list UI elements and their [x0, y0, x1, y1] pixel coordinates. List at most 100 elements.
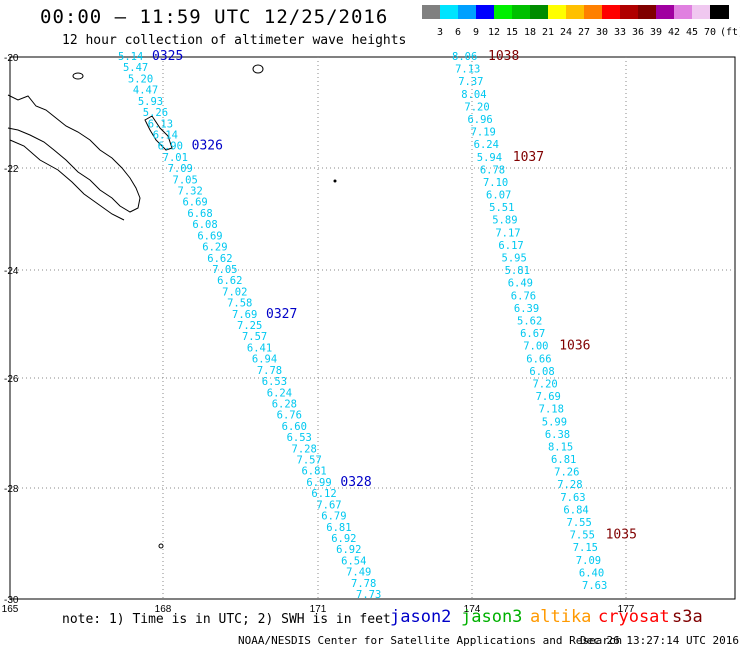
- swh-label: 6.08: [192, 219, 217, 231]
- swh-label: 5.47: [123, 62, 148, 74]
- swh-label: 7.63: [582, 580, 607, 592]
- swh-label: 6.84: [563, 504, 588, 516]
- time-label: 1036: [559, 339, 590, 354]
- swh-label: 6.76: [511, 290, 536, 302]
- swh-label: 6.14: [153, 129, 178, 141]
- legend-tick: 9: [472, 27, 480, 38]
- time-label: 0325: [152, 49, 183, 64]
- legend-tick: 21: [541, 27, 555, 38]
- swh-label: 6.90: [158, 141, 183, 153]
- swh-label: 8.06: [452, 51, 477, 63]
- time-label: 0326: [192, 139, 223, 154]
- legend-tick: 39: [649, 27, 663, 38]
- swh-label: 7.78: [257, 365, 282, 377]
- map-grid: 165 168 171 174 177 -20 -22 -24 -26 -28 -30: [2, 53, 736, 615]
- swh-label: 6.68: [187, 208, 212, 220]
- swh-label: 7.57: [297, 455, 322, 467]
- swh-label: 5.62: [517, 316, 542, 328]
- swh-label: 7.19: [471, 127, 496, 139]
- swh-label: 7.20: [532, 378, 557, 390]
- swh-label: 6.24: [267, 387, 292, 399]
- footer-note: note: 1) Time is in UTC; 2) SWH is in fe…: [62, 612, 391, 627]
- lon-tick: 168: [155, 604, 172, 615]
- swh-label: 7.69: [536, 391, 561, 403]
- legend-tick: 42: [667, 27, 681, 38]
- legend-tick: 30: [595, 27, 609, 38]
- legend-tick: 70: [703, 27, 717, 38]
- legend-tick: 45: [685, 27, 699, 38]
- swh-label: 6.81: [326, 522, 351, 534]
- time-label: 0328: [340, 475, 371, 490]
- coastline: [7, 64, 337, 549]
- swh-label: 6.79: [321, 511, 346, 523]
- swh-label: 7.02: [222, 286, 247, 298]
- swh-label: 6.66: [526, 353, 551, 365]
- swh-label: 7.63: [560, 492, 585, 504]
- legend-tick: 12: [487, 27, 501, 38]
- legend-swatch: [566, 5, 585, 19]
- lon-tick: 177: [618, 604, 635, 615]
- legend-swatch: [674, 5, 693, 19]
- legend-tick: 6: [454, 27, 462, 38]
- legend-swatch: [512, 5, 531, 19]
- swh-label: 6.53: [262, 376, 287, 388]
- swh-label: 5.99: [542, 416, 567, 428]
- legend-tick: 3: [436, 27, 444, 38]
- swh-label: 6.94: [252, 354, 277, 366]
- mission-altika: altika: [530, 607, 592, 627]
- swh-label: 6.54: [341, 555, 366, 567]
- new-caledonia-coast: [7, 94, 173, 221]
- time-label: 1035: [606, 528, 637, 543]
- mission-jason3: jason3: [461, 607, 523, 627]
- swh-label: 6.07: [486, 190, 511, 202]
- swh-label: 6.76: [277, 410, 302, 422]
- legend-swatch: [476, 5, 495, 19]
- swh-label: 6.13: [148, 118, 173, 130]
- legend-tick: 36: [631, 27, 645, 38]
- time-label: 0327: [266, 307, 297, 322]
- generated-timestamp: Dec 26 13:27:14 UTC 2016: [580, 634, 739, 647]
- island: [158, 543, 164, 549]
- island: [72, 72, 84, 80]
- swh-label: 7.00: [523, 341, 548, 353]
- swh-label: 6.96: [467, 114, 492, 126]
- lat-tick: -30: [4, 595, 19, 606]
- swh-label: 7.28: [292, 443, 317, 455]
- legend-swatch: [692, 5, 711, 19]
- legend-swatch: [710, 5, 729, 19]
- legend-swatch: [620, 5, 639, 19]
- lon-tick: 174: [464, 604, 481, 615]
- island: [252, 64, 264, 74]
- lon-tick: 171: [310, 604, 327, 615]
- legend-swatch: [458, 5, 477, 19]
- swh-label: 6.08: [529, 366, 554, 378]
- swh-label: 6.62: [217, 275, 242, 287]
- legend-tick: 24: [559, 27, 573, 38]
- legend-swatch: [656, 5, 675, 19]
- page-title: 00:00 – 11:59 UTC 12/25/2016: [40, 6, 389, 28]
- swh-label: 6.28: [272, 398, 297, 410]
- swh-label: 6.81: [301, 466, 326, 478]
- swh-label: 7.55: [567, 517, 592, 529]
- swh-label: 7.05: [212, 264, 237, 276]
- swh-label: 7.67: [316, 499, 341, 511]
- legend-swatch: [530, 5, 549, 19]
- lat-tick: -24: [4, 266, 19, 277]
- swh-label: 5.94: [477, 152, 502, 164]
- swh-label: 5.20: [128, 73, 153, 85]
- time-label: 1037: [513, 150, 544, 165]
- swh-label: 6.41: [247, 342, 272, 354]
- swh-label: 5.81: [505, 265, 530, 277]
- swh-label: 6.40: [579, 567, 604, 579]
- legend-swatch: [494, 5, 513, 19]
- legend-swatch: [584, 5, 603, 19]
- swh-label: 6.24: [474, 139, 499, 151]
- swh-label: 7.55: [570, 530, 595, 542]
- swh-label: 5.95: [502, 253, 527, 265]
- swh-label: 5.89: [492, 215, 517, 227]
- swh-label: 7.73: [356, 589, 381, 601]
- swh-label: 8.04: [461, 89, 486, 101]
- swh-label: 6.29: [202, 242, 227, 254]
- swh-label: 7.57: [242, 331, 267, 343]
